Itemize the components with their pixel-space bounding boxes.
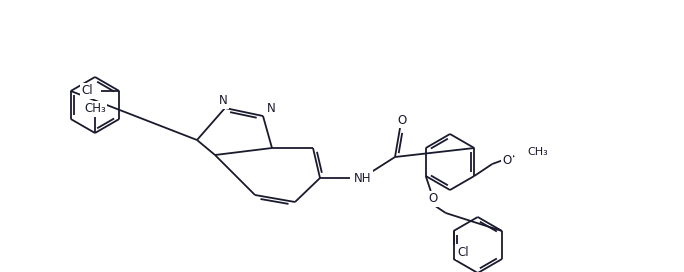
Text: NH: NH <box>354 172 371 184</box>
Text: Cl: Cl <box>458 246 469 258</box>
Text: O: O <box>502 153 512 166</box>
Text: O: O <box>397 113 406 126</box>
Text: N: N <box>219 94 227 107</box>
Text: N: N <box>267 103 276 116</box>
Text: O: O <box>428 193 437 206</box>
Text: Cl: Cl <box>81 85 93 97</box>
Text: CH₃: CH₃ <box>527 147 548 157</box>
Text: CH₃: CH₃ <box>84 103 106 116</box>
